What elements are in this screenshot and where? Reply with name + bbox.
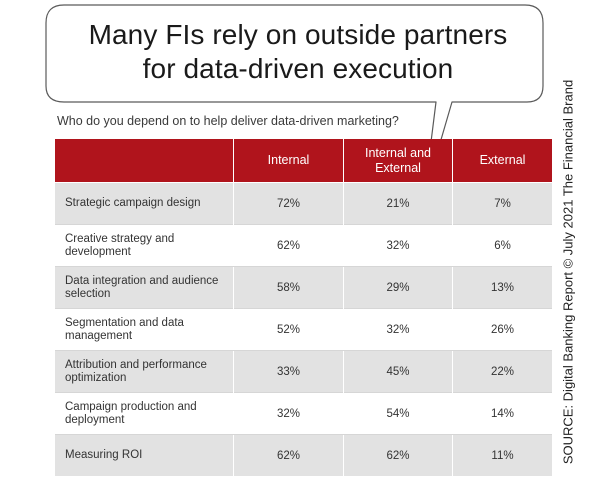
table-row: Attribution and performance optimization… <box>55 350 552 393</box>
table-row: Strategic campaign design 72% 21% 7% <box>55 182 552 225</box>
chart-title-line-2: for data-driven execution <box>142 53 454 84</box>
value-internal-and-external: 54% <box>343 392 453 435</box>
row-label: Segmentation and data management <box>55 308 234 351</box>
table-header-row: Internal Internal and External External <box>55 139 552 183</box>
value-external: 11% <box>452 434 552 476</box>
value-internal-and-external: 32% <box>343 224 453 267</box>
row-label: Measuring ROI <box>55 434 234 476</box>
row-label: Campaign production and deployment <box>55 392 234 435</box>
header-corner <box>55 139 234 183</box>
row-label: Strategic campaign design <box>55 182 234 225</box>
value-external: 22% <box>452 350 552 393</box>
source-text: SOURCE: Digital Banking Report © July 20… <box>560 79 576 465</box>
value-external: 14% <box>452 392 552 435</box>
value-external: 7% <box>452 182 552 225</box>
row-label: Creative strategy and development <box>55 224 234 267</box>
value-internal-and-external: 21% <box>343 182 453 225</box>
value-internal: 52% <box>233 308 344 351</box>
table-row: Data integration and audience selection … <box>55 266 552 309</box>
value-internal-and-external: 29% <box>343 266 453 309</box>
value-external: 6% <box>452 224 552 267</box>
column-header-internal-and-external: Internal and External <box>343 139 453 183</box>
chart-title: Many FIs rely on outside partners for da… <box>60 18 536 86</box>
results-table: Internal Internal and External External … <box>55 139 552 476</box>
column-header-internal: Internal <box>233 139 344 183</box>
value-internal-and-external: 32% <box>343 308 453 351</box>
source-note: SOURCE: Digital Banking Report © July 20… <box>556 79 580 465</box>
survey-question: Who do you depend on to help deliver dat… <box>57 114 399 128</box>
value-external: 13% <box>452 266 552 309</box>
value-internal: 32% <box>233 392 344 435</box>
column-header-external: External <box>452 139 552 183</box>
row-label: Attribution and performance optimization <box>55 350 234 393</box>
table-row: Creative strategy and development 62% 32… <box>55 224 552 267</box>
value-internal: 33% <box>233 350 344 393</box>
table-row: Campaign production and deployment 32% 5… <box>55 392 552 435</box>
value-internal-and-external: 45% <box>343 350 453 393</box>
table-row: Measuring ROI 62% 62% 11% <box>55 434 552 476</box>
table-row: Segmentation and data management 52% 32%… <box>55 308 552 351</box>
value-internal: 58% <box>233 266 344 309</box>
value-internal: 72% <box>233 182 344 225</box>
value-external: 26% <box>452 308 552 351</box>
row-label: Data integration and audience selection <box>55 266 234 309</box>
value-internal-and-external: 62% <box>343 434 453 476</box>
value-internal: 62% <box>233 434 344 476</box>
table-body: Strategic campaign design 72% 21% 7% Cre… <box>55 182 552 476</box>
value-internal: 62% <box>233 224 344 267</box>
chart-title-line-1: Many FIs rely on outside partners <box>88 19 508 50</box>
